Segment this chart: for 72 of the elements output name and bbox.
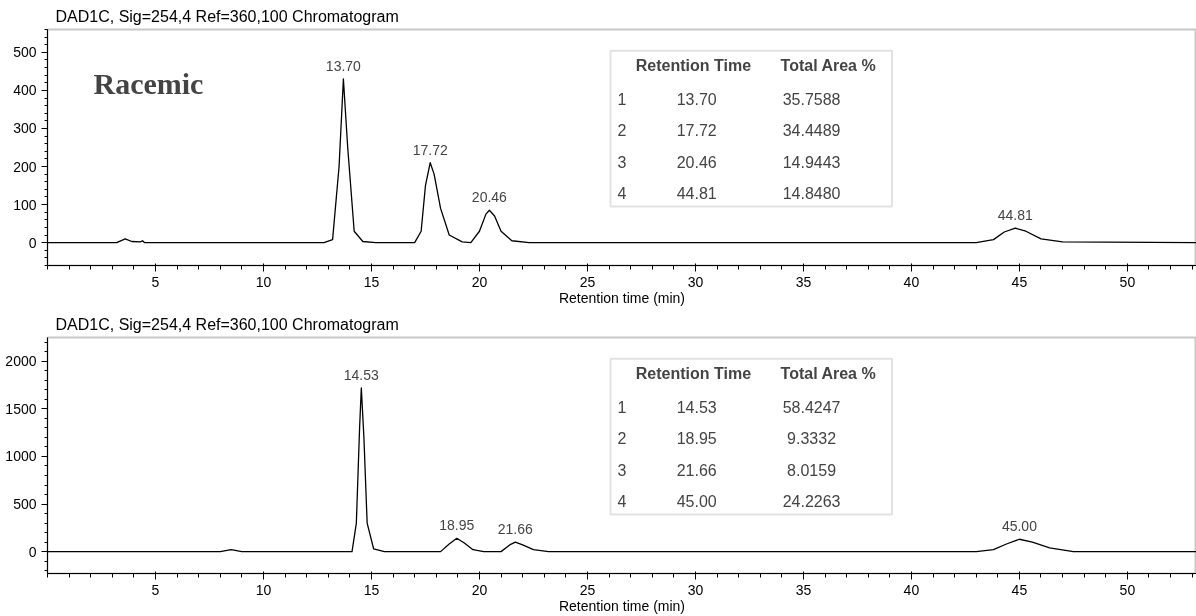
annotation: 2 [617, 122, 627, 140]
x-tick-label: 45 [1011, 581, 1028, 598]
x-tick-label: 5 [151, 273, 160, 290]
annotation: 58.4247 [782, 399, 841, 417]
x-tick-label: 30 [687, 273, 704, 290]
y-tick-label: 300 [13, 120, 37, 137]
x-tick-label: 10 [255, 581, 272, 598]
x-axis-title: Retention time (min) [558, 289, 686, 306]
annotation: 18.95 [439, 517, 475, 534]
text: Racemic [93, 67, 204, 101]
annotation: Retention Time [635, 57, 752, 75]
annotation: 3 [617, 461, 627, 479]
annotation: 17.72 [676, 122, 717, 140]
x-tick-label: 50 [1119, 273, 1136, 290]
annotation: 13.70 [676, 91, 717, 109]
chart-title: DAD1C, Sig=254,4 Ref=360,100 Chromatogram [55, 7, 399, 25]
annotation: 20.46 [676, 153, 717, 171]
x-tick-label: 25 [579, 273, 596, 290]
annotation: 9.3332 [787, 430, 837, 448]
x-tick-label: 30 [687, 581, 704, 598]
annotation: 21.66 [676, 461, 717, 479]
y-tick-label: 1000 [5, 448, 37, 465]
x-tick-label: 40 [903, 273, 920, 290]
annotation: 44.81 [676, 184, 717, 202]
annotation: 44.81 [997, 207, 1034, 224]
annotation: 17.72 [412, 141, 448, 158]
annotation: Total Area % [780, 57, 876, 75]
x-axis-title: Retention time (min) [558, 597, 686, 614]
y-tick-label: 500 [13, 44, 37, 61]
annotation: 14.53 [676, 399, 717, 417]
x-tick-label: 35 [795, 273, 812, 290]
x-tick-label: 15 [363, 581, 380, 598]
annotation: 45.00 [1001, 518, 1038, 535]
y-tick-label: 200 [13, 158, 37, 175]
y-tick-label: 0 [28, 234, 37, 251]
annotation: 4 [617, 184, 627, 202]
y-tick-label: 1500 [5, 400, 37, 417]
annotation: 3 [617, 153, 627, 171]
annotation: Retention Time [635, 365, 752, 383]
annotation: 35.7588 [782, 91, 841, 109]
annotation: 24.2263 [782, 492, 841, 510]
x-tick-label: 20 [471, 273, 488, 290]
annotation: 1 [617, 91, 627, 109]
annotation: 18.95 [676, 430, 717, 448]
annotation: 1 [617, 399, 627, 417]
annotation: 13.70 [325, 57, 362, 74]
annotation: 14.9443 [782, 153, 841, 171]
y-tick-label: 0 [28, 543, 37, 560]
x-tick-label: 40 [903, 581, 920, 598]
x-tick-label: 45 [1011, 273, 1028, 290]
x-tick-label: 20 [471, 581, 488, 598]
annotation: 14.53 [343, 366, 380, 383]
x-tick-label: 10 [255, 273, 272, 290]
annotation: Total Area % [780, 365, 876, 383]
y-tick-label: 400 [13, 82, 37, 99]
x-tick-label: 50 [1119, 581, 1136, 598]
chart-title: DAD1C, Sig=254,4 Ref=360,100 Chromatogram [55, 315, 399, 333]
annotation: 21.66 [497, 520, 534, 537]
x-tick-label: 25 [579, 581, 596, 598]
y-tick-label: 500 [13, 496, 37, 513]
annotation: 20.46 [471, 189, 508, 206]
annotation: 8.0159 [787, 461, 837, 479]
y-tick-label: 100 [13, 196, 37, 213]
x-tick-label: 5 [151, 581, 160, 598]
annotation: 45.00 [676, 492, 717, 510]
annotation: 34.4489 [782, 122, 841, 140]
annotation: 2 [617, 430, 627, 448]
x-tick-label: 15 [363, 273, 380, 290]
x-tick-label: 35 [795, 581, 812, 598]
annotation: 14.8480 [782, 184, 841, 202]
annotation: 4 [617, 492, 627, 510]
y-tick-label: 2000 [5, 353, 37, 370]
